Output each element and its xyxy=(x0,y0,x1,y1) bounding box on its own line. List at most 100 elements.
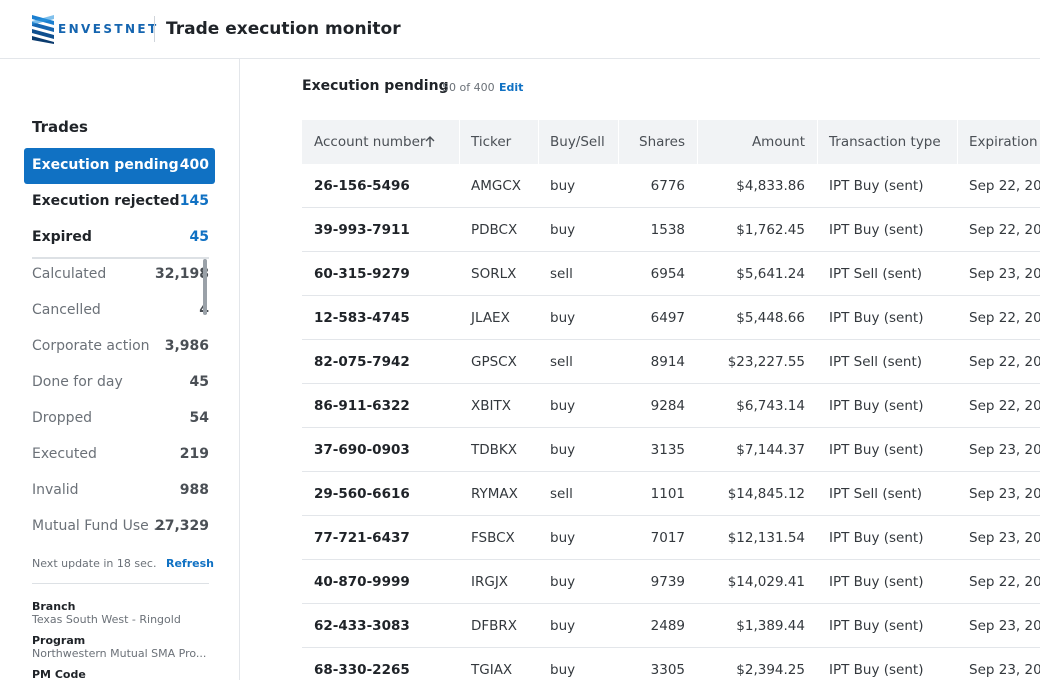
table-cell: 1538 xyxy=(650,222,685,238)
separator xyxy=(32,257,209,259)
table-cell: IPT Sell (sent) xyxy=(829,266,923,282)
table-cell: IPT Buy (sent) xyxy=(829,662,924,678)
status-label: Executed xyxy=(32,446,97,462)
status-count: 54 xyxy=(189,410,209,426)
table-cell: buy xyxy=(550,618,576,634)
status-label: Expired xyxy=(32,229,92,245)
update-text: Next update in 18 sec. xyxy=(32,557,157,570)
table-row[interactable]: 29-560-6616 RYMAX sell 1101 $14,845.12 IPT Se… xyxy=(302,472,1040,516)
table-cell: FSBCX xyxy=(471,530,515,546)
table-cell: IPT Buy (sent) xyxy=(829,442,924,458)
table-cell: Sep 23, 202 xyxy=(969,530,1040,546)
status-item[interactable]: Dropped 54 xyxy=(24,401,215,437)
table-cell: Sep 22, 202 xyxy=(969,178,1040,194)
table-cell: Sep 22, 202 xyxy=(969,222,1040,238)
table-cell: Sep 23, 202 xyxy=(969,486,1040,502)
status-item[interactable]: Execution rejected 145 xyxy=(24,184,215,220)
table-row[interactable]: 77-721-6437 FSBCX buy 7017 $12,131.54 IPT Buy… xyxy=(302,516,1040,560)
column-header[interactable]: Expiration d xyxy=(969,134,1040,150)
status-item[interactable]: Done for day 45 xyxy=(24,365,215,401)
column-header[interactable]: Account number xyxy=(302,120,460,164)
status-item[interactable]: Corporate action 3,986 xyxy=(24,329,215,365)
status-label: Done for day xyxy=(32,374,123,390)
status-item[interactable]: Cancelled4 xyxy=(24,293,215,329)
column-header[interactable]: Transaction type xyxy=(817,120,958,164)
table-cell: TDBKX xyxy=(471,442,518,458)
table-cell: $6,743.14 xyxy=(736,398,805,414)
table-cell: buy xyxy=(550,310,576,326)
table-cell: buy xyxy=(550,662,576,678)
table-cell: sell xyxy=(550,354,573,370)
status-item[interactable]: Execution pending 400 xyxy=(24,148,215,184)
table-row[interactable]: 26-156-5496 AMGCX buy 6776 $4,833.86 IPT Buy … xyxy=(302,164,1040,208)
table-cell: DFBRX xyxy=(471,618,518,634)
status-label: Execution pending xyxy=(32,157,179,173)
detail-value: Northwestern Mutual SMA Pro... xyxy=(32,647,207,660)
status-label: Corporate action xyxy=(32,338,150,354)
status-count: 3,986 xyxy=(164,338,209,354)
scrollbar-thumb xyxy=(203,259,207,315)
table-row[interactable]: 62-433-3083 DFBRX buy 2489 $1,389.44 IPT Buy … xyxy=(302,604,1040,648)
table-cell: 39-993-7911 xyxy=(314,222,410,238)
table-row[interactable]: 60-315-9279 SORLX sell 6954 $5,641.24 IPT Sel… xyxy=(302,252,1040,296)
table-cell: Sep 23, 202 xyxy=(969,618,1040,634)
table-row[interactable]: 37-690-0903 TDBKX buy 3135 $7,144.37 IPT Buy … xyxy=(302,428,1040,472)
section-title: Execution pending xyxy=(302,78,449,94)
table-row[interactable]: 40-870-9999 IRGJX buy 9739 $14,029.41 IPT Buy… xyxy=(302,560,1040,604)
status-item[interactable]: Calculated 32,198 xyxy=(24,257,215,293)
table-cell: $12,131.54 xyxy=(727,530,805,546)
table-cell: XBITX xyxy=(471,398,511,414)
table-cell: RYMAX xyxy=(471,486,518,502)
separator xyxy=(32,583,209,584)
column-header[interactable]: Amount xyxy=(697,120,818,164)
table-cell: PDBCX xyxy=(471,222,518,238)
table-cell: JLAEX xyxy=(471,310,510,326)
table-cell: 29-560-6616 xyxy=(314,486,410,502)
table-cell: TGIAX xyxy=(471,662,513,678)
detail-label: PM Code xyxy=(32,668,86,681)
table-cell: 40-870-9999 xyxy=(314,574,410,590)
table-cell: 8914 xyxy=(650,354,685,370)
detail-label: Branch xyxy=(32,600,76,613)
column-header[interactable]: Ticker xyxy=(459,120,539,164)
table-cell: 6776 xyxy=(650,178,685,194)
detail-label: Program xyxy=(32,634,86,647)
table-cell: buy xyxy=(550,398,576,414)
table-cell: 9284 xyxy=(650,398,685,414)
status-count: 32,198 xyxy=(154,266,209,282)
table-cell: $7,144.37 xyxy=(736,442,805,458)
table-cell: GPSCX xyxy=(471,354,517,370)
table-cell: 3305 xyxy=(650,662,685,678)
table-row[interactable]: 82-075-7942 GPSCX sell 8914 $23,227.55 IPT Se… xyxy=(302,340,1040,384)
count-text: 50 of 400 xyxy=(442,81,495,94)
table-cell: IPT Sell (sent) xyxy=(829,486,923,502)
status-item[interactable]: Mutual Fund Use ... 27,329 xyxy=(24,509,215,545)
table-row[interactable]: 39-993-7911 PDBCX buy 1538 $1,762.45 IPT Buy … xyxy=(302,208,1040,252)
status-label: Dropped xyxy=(32,410,93,426)
status-count: 27,329 xyxy=(154,518,209,534)
table-cell: SORLX xyxy=(471,266,517,282)
column-header[interactable]: Buy/Sell xyxy=(538,120,619,164)
table-row[interactable]: 12-583-4745 JLAEX buy 6497 $5,448.66 IPT Buy … xyxy=(302,296,1040,340)
table-cell: 6497 xyxy=(650,310,685,326)
status-item[interactable]: Executed 219 xyxy=(24,437,215,473)
table-row[interactable]: 68-330-2265 TGIAX buy 3305 $2,394.25 IPT Buy … xyxy=(302,648,1040,680)
table-cell: 2489 xyxy=(650,618,685,634)
edit-link[interactable]: Edit xyxy=(499,81,524,94)
table-cell: IPT Buy (sent) xyxy=(829,310,924,326)
status-count: 400 xyxy=(179,157,209,173)
table-row[interactable]: 86-911-6322 XBITX buy 9284 $6,743.14 IPT Buy … xyxy=(302,384,1040,428)
status-item[interactable]: Invalid 988 xyxy=(24,473,215,509)
table-cell: $4,833.86 xyxy=(736,178,805,194)
column-header[interactable]: Shares xyxy=(618,120,698,164)
brand: ENVESTNET xyxy=(58,22,159,36)
table-cell: Sep 22, 202 xyxy=(969,574,1040,590)
table-cell: Sep 22, 202 xyxy=(969,398,1040,414)
table-cell: IPT Buy (sent) xyxy=(829,618,924,634)
table-cell: 62-433-3083 xyxy=(314,618,410,634)
table-cell: IPT Buy (sent) xyxy=(829,178,924,194)
table-cell: IPT Buy (sent) xyxy=(829,398,924,414)
table-cell: $5,641.24 xyxy=(736,266,805,282)
status-item[interactable]: Expired 45 xyxy=(24,220,215,256)
refresh-link[interactable]: Refresh xyxy=(166,557,214,570)
